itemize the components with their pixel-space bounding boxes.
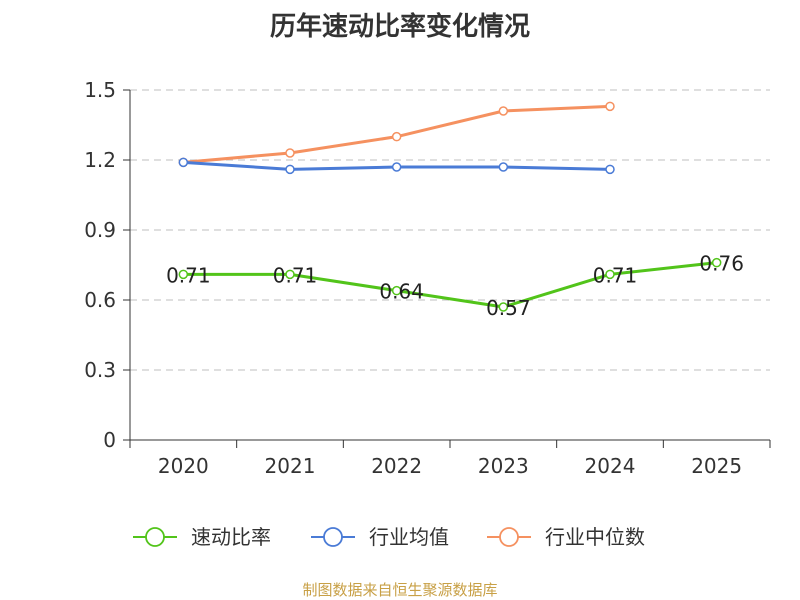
data-point [285,164,295,175]
data-label: 0.76 [699,252,744,276]
legend-swatch-marker [145,527,165,547]
x-tick-label: 2022 [371,454,422,478]
data-point [605,269,615,280]
data-point [498,162,509,172]
legend-label: 行业中位数 [545,525,645,549]
x-tick-label: 2020 [158,454,209,478]
y-tick-label: 0.6 [84,288,116,312]
data-point [498,302,509,312]
x-tick-label: 2023 [478,454,529,478]
x-tick-label: 2021 [265,454,316,478]
data-label: 0.71 [593,263,638,287]
chart-title: 历年速动比率变化情况 [269,12,530,42]
y-tick-label: 0.3 [84,358,116,382]
legend-label: 速动比率 [191,525,271,549]
source-note: 制图数据来自恒生聚源数据库 [302,581,498,599]
series-line [183,261,717,309]
data-point [391,131,402,142]
data-point [178,157,189,168]
x-tick-label: 2025 [691,454,742,478]
legend-label: 行业均值 [369,525,449,549]
data-label: 0.57 [486,296,531,320]
data-point [178,269,189,280]
data-label: 0.71 [273,263,318,287]
y-tick-label: 1.2 [84,148,116,172]
legend-swatch-marker [323,527,343,547]
data-point [285,148,295,158]
data-label: 0.64 [379,280,424,304]
x-tick-label: 2024 [585,454,636,478]
y-tick-label: 1.5 [84,78,116,102]
data-point [391,162,402,172]
data-point [605,101,615,112]
data-point [605,164,615,175]
data-point [391,285,402,296]
y-tick-label: 0 [103,428,116,452]
data-point [498,106,509,116]
legend-swatch-marker [499,527,519,547]
y-tick-label: 0.9 [84,218,116,242]
data-point [711,257,722,268]
data-label: 0.71 [166,263,211,287]
data-point [285,269,295,280]
